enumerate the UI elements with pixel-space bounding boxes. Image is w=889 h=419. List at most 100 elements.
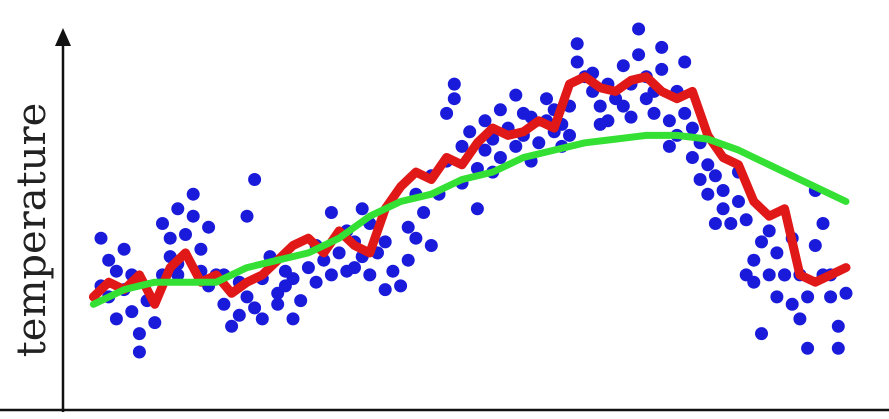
data-point-75: [455, 139, 469, 153]
data-point-18: [171, 202, 185, 216]
data-point-23: [194, 242, 208, 256]
data-point-33: [240, 209, 254, 223]
data-point-159: [839, 286, 853, 300]
data-point-30: [232, 308, 246, 322]
data-point-72: [440, 106, 454, 120]
data-point-170: [647, 106, 661, 120]
data-point-156: [824, 290, 838, 304]
data-point-157: [831, 319, 845, 333]
data-point-80: [478, 143, 492, 157]
data-point-140: [755, 235, 768, 249]
data-point-25: [202, 220, 216, 234]
data-point-111: [632, 48, 646, 62]
data-point-58: [363, 268, 377, 282]
data-point-122: [678, 106, 692, 120]
data-point-124: [685, 151, 699, 164]
data-point-50: [324, 268, 338, 282]
data-point-77: [463, 125, 477, 139]
data-point-37: [255, 312, 269, 326]
data-point-48: [317, 253, 331, 267]
data-point-87: [509, 139, 523, 153]
data-point-6: [117, 242, 131, 256]
data-point-155: [816, 217, 830, 230]
data-point-149: [793, 312, 807, 326]
data-point-128: [701, 158, 715, 172]
data-point-168: [593, 117, 607, 131]
data-point-20: [179, 228, 192, 241]
data-point-172: [739, 268, 753, 282]
data-point-112: [632, 22, 646, 36]
data-point-142: [762, 224, 776, 238]
data-point-65: [401, 220, 415, 234]
data-point-169: [624, 110, 638, 124]
data-point-45: [301, 261, 315, 275]
y-axis-arrow: [55, 28, 71, 46]
data-point-99: [570, 55, 584, 69]
data-point-91: [532, 136, 546, 150]
data-point-10: [132, 327, 146, 341]
data-point-109: [616, 99, 630, 113]
data-point-130: [708, 169, 722, 183]
data-point-62: [386, 264, 400, 278]
data-point-69: [424, 239, 438, 252]
data-point-11: [132, 345, 146, 359]
data-point-4: [109, 264, 123, 278]
axes: [0, 28, 889, 412]
data-point-158: [831, 341, 845, 355]
data-point-129: [701, 187, 715, 201]
data-point-55: [355, 202, 369, 216]
data-point-173: [778, 268, 792, 282]
data-point-0: [94, 231, 108, 245]
data-point-51: [332, 246, 346, 260]
data-point-163: [348, 261, 361, 275]
data-point-21: [186, 187, 200, 201]
data-point-2: [102, 253, 116, 267]
data-point-125: [685, 121, 699, 135]
data-point-16: [163, 231, 177, 245]
data-point-146: [785, 297, 799, 311]
data-point-160: [171, 268, 185, 282]
data-point-40: [271, 297, 285, 311]
data-point-104: [593, 99, 607, 113]
data-point-83: [493, 103, 507, 117]
data-point-126: [693, 173, 707, 186]
data-point-73: [447, 77, 461, 91]
data-point-108: [616, 59, 630, 73]
data-point-74: [447, 92, 461, 106]
data-point-118: [662, 114, 676, 128]
data-point-164: [409, 231, 423, 245]
data-point-63: [394, 279, 408, 293]
data-point-131: [716, 202, 730, 216]
data-point-139: [755, 327, 768, 341]
data-point-136: [739, 213, 753, 227]
data-point-9: [125, 305, 139, 319]
data-point-171: [708, 217, 722, 230]
data-point-28: [217, 297, 231, 311]
scatter-points: [94, 22, 853, 359]
data-point-35: [248, 301, 262, 315]
data-point-44: [294, 294, 308, 308]
data-point-22: [186, 209, 200, 223]
data-point-93: [540, 92, 553, 106]
data-point-67: [417, 206, 431, 219]
data-point-116: [655, 40, 669, 54]
data-point-29: [225, 319, 239, 333]
data-point-5: [109, 312, 123, 326]
smoothing-lines: [88, 72, 851, 309]
data-point-123: [678, 55, 692, 69]
data-point-141: [762, 268, 776, 282]
data-point-133: [724, 217, 738, 230]
data-point-165: [470, 202, 484, 216]
data-point-144: [770, 246, 784, 260]
data-point-42: [286, 312, 300, 326]
data-point-150: [801, 341, 815, 355]
data-point-34: [248, 173, 262, 186]
data-point-143: [770, 290, 784, 304]
data-point-151: [801, 290, 815, 304]
data-point-64: [401, 253, 415, 267]
data-point-84: [493, 151, 507, 164]
data-point-137: [747, 253, 761, 267]
y-axis-label: temperature: [9, 103, 55, 358]
data-point-47: [309, 275, 323, 289]
data-point-152: [808, 239, 822, 252]
